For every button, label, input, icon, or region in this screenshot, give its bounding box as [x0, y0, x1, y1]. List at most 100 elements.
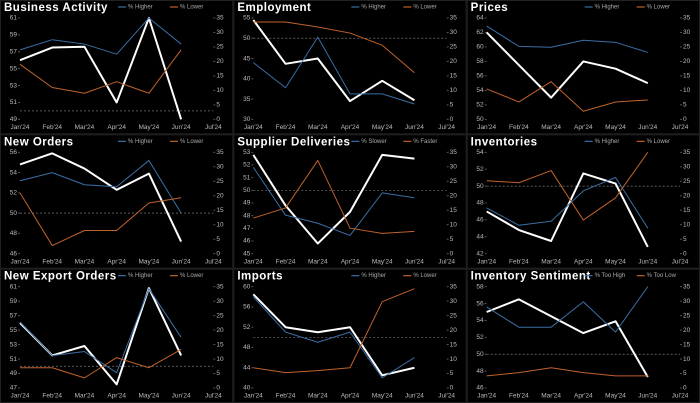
x-tick-label: Jan'24: [477, 258, 496, 265]
y-tick-label: 50: [10, 210, 18, 217]
panel-title: Business Activity: [4, 2, 108, 14]
x-tick-label: Jun'24: [405, 393, 424, 400]
x-tick-label: Apr'24: [341, 258, 360, 265]
series-line: [486, 286, 649, 333]
y2-tick-label: 0: [450, 385, 454, 392]
y-tick-label: 40: [243, 385, 251, 392]
y-tick-label: 61: [10, 283, 18, 290]
y2-tick-label: 30: [450, 298, 458, 305]
y2-tick-label: 15: [450, 207, 458, 214]
index-line: [19, 152, 183, 242]
y-tick-label: 50: [243, 187, 251, 194]
x-tick-label: Jul'24: [205, 258, 222, 265]
series-line: [19, 192, 182, 247]
y-tick-label: 54: [476, 87, 484, 94]
y2-tick-label: 35: [450, 149, 458, 156]
y2-tick-label: 15: [683, 341, 691, 348]
panel-title: Inventories: [471, 136, 538, 148]
panel-title: New Export Orders: [4, 271, 117, 283]
series-line: [486, 25, 648, 53]
y2-tick-label: 10: [450, 221, 458, 228]
y-tick-label: 61: [10, 15, 18, 22]
y2-tick-label: 10: [216, 356, 224, 363]
y-tick-label: 49: [10, 116, 18, 123]
panel-title: Prices: [471, 2, 509, 14]
y-tick-label: 52: [243, 324, 251, 331]
x-tick-label: Feb'24: [276, 124, 296, 131]
legend-label: % Lower: [180, 273, 203, 279]
x-tick-label: May'24: [139, 258, 160, 265]
y-tick-label: 58: [476, 283, 484, 290]
y2-tick-label: 30: [683, 298, 691, 305]
x-tick-label: May'24: [372, 393, 393, 400]
y2-tick-label: 5: [216, 236, 220, 243]
panel-frame: [233, 268, 467, 403]
y-tick-label: 59: [10, 32, 18, 39]
y-tick-label: 48: [476, 368, 484, 375]
x-tick-label: Jan'24: [11, 124, 30, 131]
y2-tick-label: 20: [216, 327, 224, 334]
y-tick-label: 60: [476, 44, 484, 51]
y-tick-label: 52: [10, 190, 18, 197]
y-tick-label: 50: [476, 116, 484, 123]
series-line: [253, 36, 415, 105]
series-line: [19, 49, 182, 94]
y2-tick-label: 0: [216, 385, 220, 392]
y2-tick-label: 25: [216, 312, 224, 319]
x-tick-label: Jun'24: [172, 258, 191, 265]
y-tick-label: 46: [243, 238, 251, 245]
panel-title: Inventory Sentiment: [471, 271, 591, 283]
legend-label: % Lower: [647, 139, 670, 145]
x-tick-label: Jul'24: [672, 258, 689, 265]
y-tick-label: 57: [10, 312, 18, 319]
y2-tick-label: 20: [450, 58, 458, 65]
panel-title: Employment: [237, 2, 311, 14]
y-tick-label: 56: [476, 73, 484, 80]
y-tick-label: 52: [476, 166, 484, 173]
x-tick-label: Apr'24: [574, 258, 593, 265]
y-tick-label: 45: [243, 250, 251, 257]
y-tick-label: 46: [10, 250, 18, 257]
y-tick-label: 55: [10, 327, 18, 334]
y2-tick-label: 25: [216, 44, 224, 51]
y-tick-label: 53: [10, 82, 18, 89]
series-line: [252, 167, 415, 236]
legend-label: % Higher: [128, 273, 153, 279]
legend-label: % Too High: [595, 273, 626, 279]
legend-label: % Higher: [361, 5, 386, 11]
legend-label: % Lower: [413, 5, 436, 11]
x-tick-label: May'24: [605, 393, 626, 400]
y2-tick-label: 10: [216, 87, 224, 94]
y2-tick-label: 10: [683, 87, 691, 94]
series-line: [486, 81, 648, 112]
x-tick-label: Jun'24: [172, 393, 191, 400]
panel-frame: [233, 134, 467, 269]
y-tick-label: 35: [243, 96, 251, 103]
x-tick-label: Jul'24: [205, 124, 222, 131]
y2-tick-label: 20: [450, 192, 458, 199]
panel-frame: [233, 0, 467, 135]
index-line: [486, 298, 649, 378]
x-tick-label: Jan'24: [11, 258, 30, 265]
x-tick-label: May'24: [139, 124, 160, 131]
series-line: [20, 349, 182, 379]
y2-tick-label: 20: [450, 327, 458, 334]
x-tick-label: Feb'24: [509, 393, 529, 400]
x-tick-label: Jun'24: [638, 258, 657, 265]
legend-label: % Higher: [128, 139, 153, 145]
legend-label: % Lower: [413, 273, 436, 279]
legend-label: % Higher: [595, 5, 620, 11]
legend-label: % Lower: [647, 5, 670, 11]
y-tick-label: 48: [243, 212, 251, 219]
y-tick-label: 45: [243, 55, 251, 62]
y-tick-label: 51: [10, 356, 18, 363]
series-line: [252, 296, 415, 379]
y-tick-label: 48: [476, 200, 484, 207]
y2-tick-label: 10: [683, 221, 691, 228]
y-tick-label: 49: [10, 370, 18, 377]
index-line: [486, 172, 649, 248]
y-tick-label: 52: [476, 334, 484, 341]
x-tick-label: Mar'24: [308, 393, 328, 400]
y2-tick-label: 35: [216, 283, 224, 290]
